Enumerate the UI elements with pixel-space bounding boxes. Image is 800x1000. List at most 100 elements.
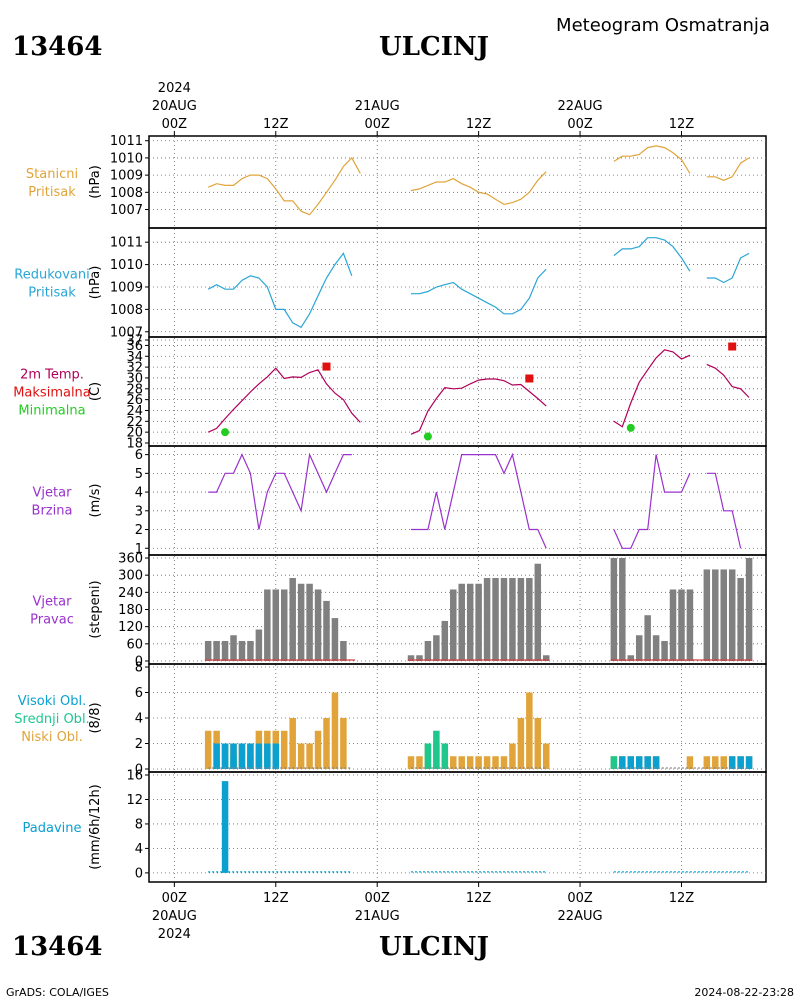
y-tick-label: 34: [126, 350, 143, 365]
bar: [213, 743, 220, 769]
bar: [534, 563, 542, 661]
chart-title: Meteogram Osmatranja: [556, 15, 770, 36]
panel-label: Pritisak: [28, 185, 76, 200]
y-tick-label: 32: [126, 361, 143, 376]
bar: [635, 635, 643, 661]
bar: [475, 756, 482, 769]
series-line: [706, 157, 750, 181]
bar: [213, 640, 220, 661]
bar: [737, 578, 744, 661]
bar: [517, 578, 525, 661]
series-line: [706, 472, 742, 549]
bar: [492, 756, 499, 769]
bar: [450, 756, 457, 769]
time-label-top: 00Z: [567, 117, 593, 132]
bar: [280, 730, 288, 769]
y-tick-label: 120: [118, 620, 143, 635]
station-id-top: 13464: [12, 32, 102, 62]
panel-label: Visoki Obl.: [18, 694, 86, 709]
y-tick-label: 300: [118, 569, 143, 584]
y-tick-label: 8: [135, 661, 143, 676]
y-tick-label: 22: [126, 415, 143, 430]
time-label-top: 00Z: [364, 117, 390, 132]
bar: [255, 629, 263, 661]
footer-right: 2024-08-22-23:28: [694, 986, 794, 999]
y-tick-label: 16: [126, 769, 143, 784]
bar: [407, 655, 415, 661]
y-tick-label: 8: [135, 817, 143, 832]
panel-frame: [148, 135, 767, 229]
y-tick-label: 30: [126, 371, 143, 386]
bar: [297, 583, 305, 661]
y-tick-label: 0: [135, 763, 143, 778]
bar: [526, 692, 533, 769]
y-tick-label: 0: [135, 866, 143, 881]
bar: [500, 756, 508, 769]
max-temp-marker: [728, 342, 737, 351]
bar: [509, 743, 516, 769]
y-axis-label: (C): [88, 382, 103, 401]
panel-label: Vjetar: [33, 595, 73, 610]
series-line: [411, 268, 547, 315]
bar: [517, 718, 525, 769]
bar: [230, 635, 237, 661]
bar: [745, 756, 753, 769]
series-line: [411, 452, 547, 549]
bar: [509, 578, 516, 661]
bar: [289, 578, 296, 661]
y-tick-label: 4: [135, 842, 143, 857]
bar: [314, 589, 322, 661]
time-label-top: 00Z: [162, 117, 188, 132]
y-tick-label: 6: [135, 448, 143, 463]
y-axis-label: (m/s): [88, 484, 103, 518]
series-line: [410, 171, 547, 206]
time-label-bottom: 00Z: [567, 891, 593, 906]
series-line: [613, 145, 691, 174]
panel-station-pressure: 1007 1008 1009 1010 1011 (hPa) Stanicni Pritisa…: [26, 134, 767, 229]
series-line: [410, 378, 547, 435]
time-label-bottom: 12Z: [466, 891, 492, 906]
bar: [652, 756, 660, 769]
y-tick-label: 1008: [110, 186, 143, 201]
bar: [728, 569, 736, 661]
bar: [340, 640, 347, 661]
y-tick-label: 1007: [110, 203, 143, 218]
bar: [433, 635, 440, 661]
y-tick-label: 4: [135, 712, 143, 727]
bar: [712, 569, 719, 661]
bar: [204, 640, 212, 661]
bar: [238, 743, 246, 769]
bar: [466, 583, 474, 661]
series-line: [208, 452, 352, 530]
y-tick-label: 360: [118, 552, 143, 567]
panel-wind-speed: 1 2 3 4 5 6 (m/s) Vjetar Brzina: [32, 445, 767, 557]
panel-frame: [148, 227, 767, 338]
bar: [221, 743, 229, 769]
panel-label: Maksimalna: [13, 386, 91, 401]
panel-frame: [148, 336, 767, 447]
bar: [289, 718, 296, 769]
bar: [526, 578, 533, 661]
time-label-top: 12Z: [466, 117, 492, 132]
y-tick-label: 1010: [110, 258, 143, 273]
bar: [323, 718, 330, 769]
bar: [424, 640, 432, 661]
y-axis-label: (mm/6h/12h): [88, 784, 103, 870]
bar: [644, 756, 651, 769]
bar: [652, 635, 660, 661]
y-tick-label: 26: [126, 393, 143, 408]
y-axis-label: (stepeni): [88, 580, 103, 638]
bar: [466, 756, 474, 769]
bar: [441, 743, 449, 769]
y-tick-label: 5: [135, 467, 143, 482]
bar: [255, 743, 263, 769]
panel-label: 2m Temp.: [20, 368, 84, 383]
min-temp-marker: [423, 432, 432, 441]
bar: [475, 583, 482, 661]
date-label-top: 22AUG: [558, 99, 603, 114]
y-tick-label: 24: [126, 404, 143, 419]
panel-label: Pravac: [30, 613, 74, 628]
y-tick-label: 2: [135, 523, 143, 538]
y-tick-label: 28: [126, 382, 143, 397]
time-label-bottom: 00Z: [364, 891, 390, 906]
